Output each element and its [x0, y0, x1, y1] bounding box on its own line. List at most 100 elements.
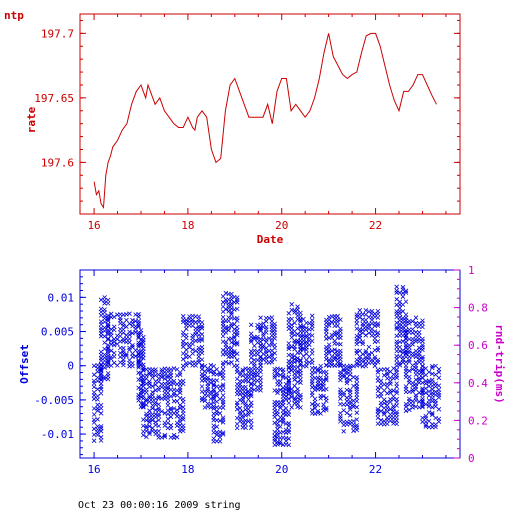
- offset-marker: [105, 316, 111, 322]
- offset-marker: [403, 408, 409, 414]
- offset-marker: [407, 399, 412, 404]
- offset-marker: [318, 396, 323, 401]
- offset-marker: [184, 335, 189, 341]
- offset-marker: [289, 322, 294, 328]
- offset-marker: [286, 378, 292, 384]
- offset-marker: [433, 415, 438, 421]
- offset-marker: [248, 418, 254, 423]
- offset-marker: [102, 362, 107, 367]
- offset-marker: [111, 350, 117, 356]
- offset-marker: [298, 397, 303, 403]
- offset-marker: [234, 340, 240, 345]
- offset-marker: [341, 429, 346, 434]
- offset-marker: [326, 363, 332, 369]
- offset-marker: [394, 399, 399, 405]
- offset-marker: [420, 354, 425, 360]
- offset-marker: [102, 325, 107, 330]
- offset-marker: [108, 348, 114, 353]
- offset-marker: [223, 290, 229, 296]
- offset-marker: [413, 398, 419, 403]
- offset-marker: [105, 359, 111, 364]
- offset-marker: [156, 379, 161, 384]
- offset-marker: [286, 366, 292, 371]
- offset-marker: [136, 334, 141, 339]
- offset-marker: [354, 321, 360, 326]
- offset-marker: [324, 377, 329, 383]
- offset-marker: [91, 384, 97, 390]
- offset-marker: [220, 382, 226, 387]
- offset-marker: [315, 368, 321, 374]
- offset-marker: [410, 353, 415, 359]
- offset-y-tick-label: 0.01: [48, 291, 75, 304]
- footer-timestamp: Oct 23 00:00:16 2009 string: [78, 500, 241, 511]
- offset-marker: [136, 324, 141, 329]
- offset-marker: [375, 311, 381, 317]
- offset-marker: [171, 387, 177, 392]
- offset-marker: [232, 349, 237, 354]
- offset-marker: [292, 359, 297, 365]
- offset-marker: [354, 341, 360, 347]
- offset-marker: [375, 315, 381, 320]
- offset-marker: [180, 428, 186, 434]
- rate-x-tick-label: 18: [181, 219, 194, 232]
- offset-marker: [199, 384, 205, 389]
- offset-marker: [180, 415, 186, 420]
- offset-marker: [286, 429, 292, 435]
- offset-marker: [430, 365, 435, 371]
- offset-marker: [372, 363, 378, 369]
- offset-marker: [223, 307, 229, 312]
- offset-marker: [286, 387, 292, 393]
- offset-marker: [102, 328, 107, 334]
- offset-marker: [105, 337, 111, 342]
- offset-marker: [278, 441, 283, 446]
- offset-marker: [141, 340, 146, 345]
- offset-marker: [95, 432, 100, 438]
- offset-marker: [180, 399, 186, 405]
- rate-y-ticks: 197.6 197.65 197.7: [34, 19, 460, 202]
- offset-marker: [272, 350, 277, 356]
- offset-marker: [234, 351, 240, 356]
- offset-marker: [375, 388, 381, 394]
- offset-y-axis-label: Offset: [18, 344, 31, 384]
- offset-marker: [136, 363, 141, 369]
- offset-marker: [136, 323, 141, 328]
- offset-marker: [407, 321, 412, 326]
- offset-marker: [304, 325, 309, 331]
- offset-marker: [394, 284, 399, 290]
- offset-marker: [338, 317, 343, 322]
- offset-marker: [234, 425, 240, 431]
- offset-marker: [263, 350, 269, 356]
- offset-marker: [272, 345, 277, 351]
- offset-marker: [263, 330, 269, 335]
- offset-marker: [430, 399, 435, 404]
- offset-marker: [111, 342, 117, 348]
- offset-marker: [407, 368, 412, 374]
- offset-marker: [211, 395, 216, 400]
- offset-marker: [127, 332, 132, 338]
- offset-marker: [413, 315, 419, 320]
- offset-marker: [98, 374, 104, 379]
- offset-marker: [208, 405, 214, 410]
- offset-marker: [229, 306, 234, 311]
- offset-marker: [344, 387, 350, 393]
- offset-marker: [272, 336, 277, 341]
- offset-marker: [321, 393, 326, 399]
- offset-marker: [153, 422, 158, 428]
- offset-marker: [234, 318, 240, 323]
- offset-marker: [240, 367, 246, 373]
- offset-marker: [286, 382, 292, 388]
- offset-marker: [280, 373, 286, 378]
- offset-marker: [363, 308, 369, 313]
- offset-marker: [286, 423, 292, 429]
- offset-marker: [165, 420, 171, 426]
- offset-marker: [261, 331, 266, 336]
- offset-marker: [430, 380, 435, 385]
- offset-marker: [165, 369, 171, 374]
- offset-marker: [304, 347, 309, 353]
- offset-marker: [357, 335, 363, 341]
- offset-marker: [295, 368, 300, 374]
- offset-marker: [243, 425, 248, 431]
- offset-marker: [226, 361, 231, 366]
- offset-marker: [298, 380, 303, 385]
- rate-y-axis-label: rate: [25, 106, 38, 133]
